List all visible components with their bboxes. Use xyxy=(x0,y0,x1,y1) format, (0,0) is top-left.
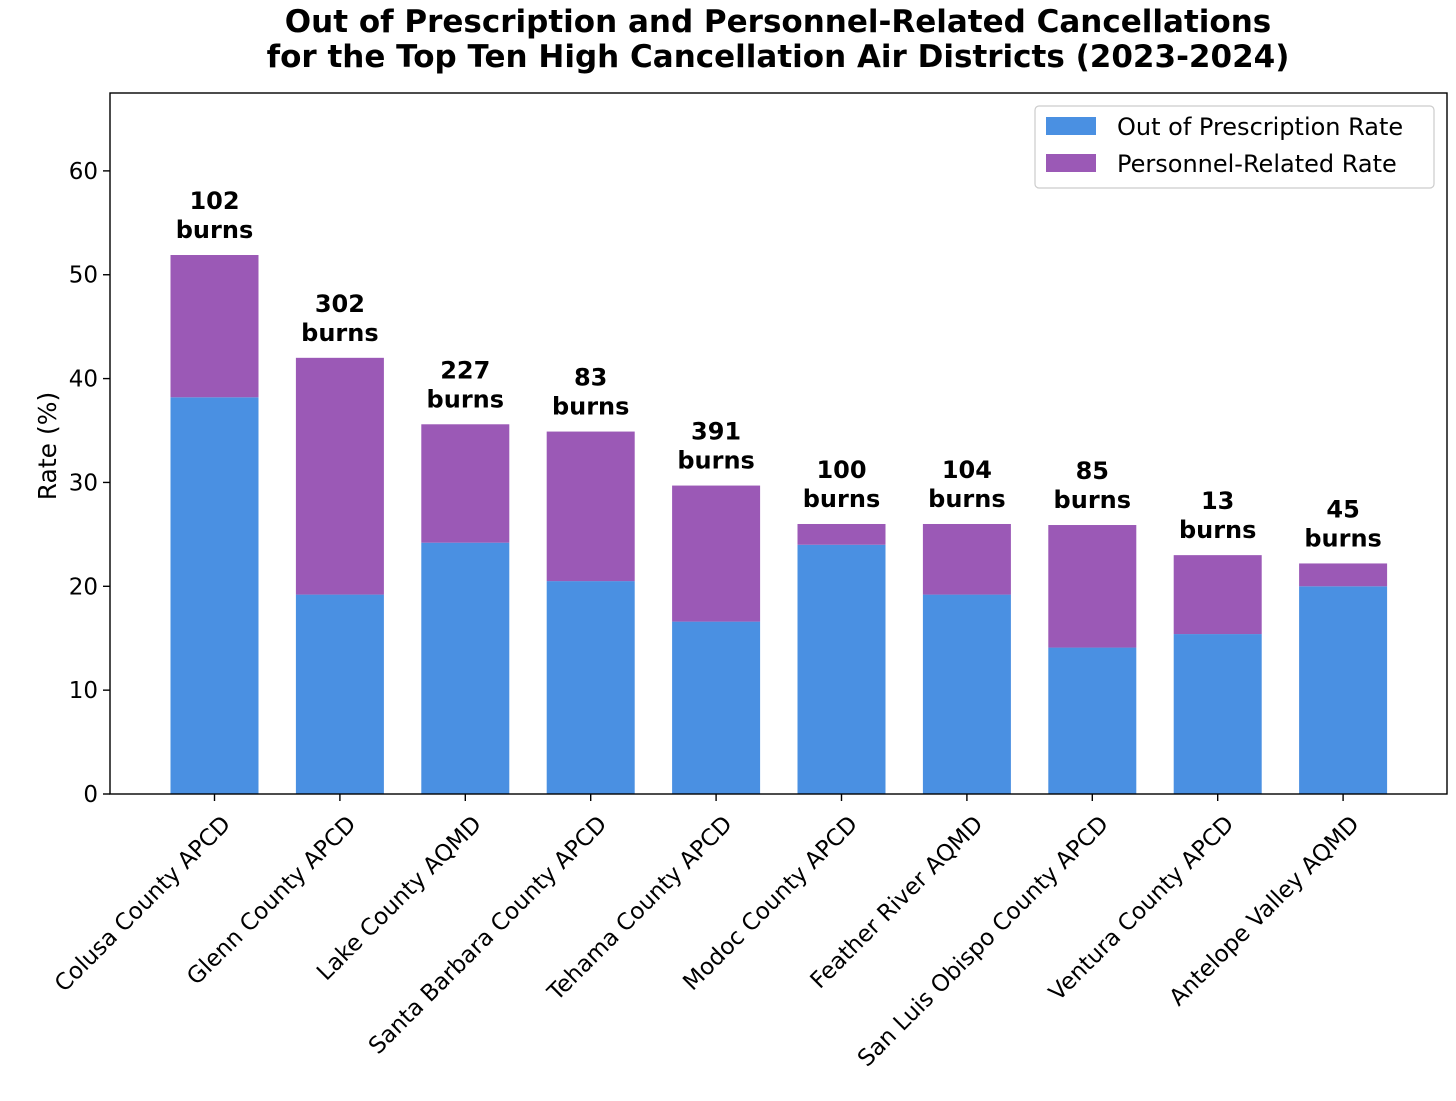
bar-segment-personnel-related-8 xyxy=(1173,555,1262,635)
bar-segment-personnel-related-9 xyxy=(1299,563,1388,587)
bar-label-0-line-1: burns xyxy=(176,216,253,244)
bar-label-1-line-0: 302 xyxy=(315,290,365,318)
bar-segment-out-of-prescription-5 xyxy=(797,544,886,794)
bar-label-8-line-0: 13 xyxy=(1201,487,1234,515)
bar-segment-out-of-prescription-2 xyxy=(421,542,510,794)
bar-segment-out-of-prescription-4 xyxy=(672,621,761,794)
bar-label-5-line-0: 100 xyxy=(816,456,866,484)
y-tick-label-10: 10 xyxy=(69,678,98,704)
y-tick-label-60: 60 xyxy=(69,159,98,185)
bar-group xyxy=(170,255,1388,794)
bar-segment-personnel-related-5 xyxy=(797,523,886,545)
legend: Out of Prescription Rate Personnel-Relate… xyxy=(1034,105,1435,189)
y-tick-label-30: 30 xyxy=(69,470,98,496)
bar-label-4-line-1: burns xyxy=(677,447,754,475)
bar-label-3-line-1: burns xyxy=(552,393,629,421)
bar-segment-out-of-prescription-7 xyxy=(1048,647,1137,794)
bar-segment-out-of-prescription-6 xyxy=(922,594,1011,794)
plot-frame xyxy=(109,92,1448,795)
bar-label-1-line-1: burns xyxy=(301,319,378,347)
bar-segment-personnel-related-7 xyxy=(1048,525,1137,648)
bar-label-3-line-0: 83 xyxy=(574,364,607,392)
bar-segment-personnel-related-1 xyxy=(295,357,384,595)
y-tick-label-50: 50 xyxy=(69,263,98,289)
bar-label-9-line-1: burns xyxy=(1304,524,1381,552)
x-tick-label-3: Santa Barbara County APCD xyxy=(364,811,612,1059)
bar-segment-out-of-prescription-0 xyxy=(170,397,259,794)
legend-box xyxy=(1034,105,1435,189)
bar-label-9-line-0: 45 xyxy=(1326,495,1359,523)
y-tick-label-40: 40 xyxy=(69,367,98,393)
legend-swatch-1 xyxy=(1046,154,1096,172)
bar-segment-out-of-prescription-9 xyxy=(1299,586,1388,794)
y-tick-label-0: 0 xyxy=(83,782,98,808)
chart-title: Out of Prescription and Personnel-Relate… xyxy=(267,4,1290,75)
bar-segment-out-of-prescription-8 xyxy=(1173,634,1262,794)
bar-segment-out-of-prescription-1 xyxy=(295,594,384,794)
y-tick-label-20: 20 xyxy=(69,574,98,600)
bar-label-4-line-0: 391 xyxy=(691,418,741,446)
bar-label-7-line-1: burns xyxy=(1054,486,1131,514)
bar-label-2-line-1: burns xyxy=(427,385,504,413)
legend-label-1: Personnel-Related Rate xyxy=(1117,150,1397,178)
bar-label-7-line-0: 85 xyxy=(1076,457,1109,485)
x-tick-label-7: San Luis Obispo County APCD xyxy=(853,811,1114,1072)
bar-segment-personnel-related-4 xyxy=(672,485,761,622)
chart-title-line-1: Out of Prescription and Personnel-Relate… xyxy=(285,4,1271,40)
bar-segment-personnel-related-3 xyxy=(546,431,635,582)
bar-label-6-line-1: burns xyxy=(928,485,1005,513)
bar-label-2-line-0: 227 xyxy=(440,356,490,384)
bar-segment-personnel-related-2 xyxy=(421,424,510,543)
bar-label-8-line-1: burns xyxy=(1179,516,1256,544)
legend-label-0: Out of Prescription Rate xyxy=(1117,113,1403,141)
bar-label-6-line-0: 104 xyxy=(942,456,992,484)
bar-segment-personnel-related-0 xyxy=(170,255,259,398)
legend-swatch-0 xyxy=(1046,117,1096,135)
chart-title-line-2: for the Top Ten High Cancellation Air Di… xyxy=(267,39,1290,75)
y-axis-label: Rate (%) xyxy=(33,392,62,501)
bar-label-5-line-1: burns xyxy=(803,485,880,513)
y-axis: 0 10 20 30 40 50 60 xyxy=(69,159,110,808)
bar-segment-out-of-prescription-3 xyxy=(546,581,635,794)
bar-segment-personnel-related-6 xyxy=(922,523,1011,595)
bar-label-0-line-0: 102 xyxy=(189,187,239,215)
